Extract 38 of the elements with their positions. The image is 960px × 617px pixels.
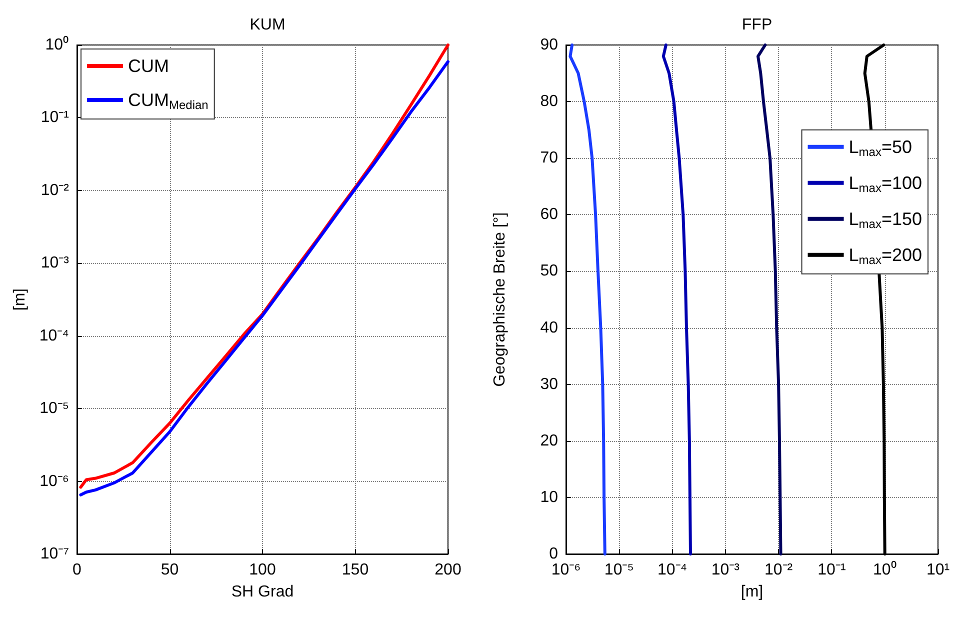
x-tick-label: 10⁻² [764, 562, 794, 578]
x-tick-label: 0 [72, 562, 82, 578]
y-tick-label: 10 [540, 488, 558, 506]
chart-title: KUM [250, 16, 286, 34]
y-axis-title: Geographische Breite [°] [492, 212, 508, 387]
y-tick-label: 80 [540, 93, 558, 110]
y-tick-label: 0 [549, 546, 558, 562]
y-tick-label: 60 [540, 206, 558, 224]
y-tick-label: 10⁻⁶ [40, 472, 69, 490]
x-axis-title: [m] [740, 584, 764, 600]
chart-title: FFP [742, 16, 772, 34]
x-tick-label: 150 [342, 562, 369, 578]
x-axis-title: SH Grad [231, 584, 294, 600]
y-tick-label: 90 [540, 36, 558, 54]
legend-label: CUM [128, 56, 169, 76]
y-tick-label: 10⁻¹ [40, 109, 69, 126]
y-tick-label: 30 [540, 376, 558, 393]
y-tick-label: 10⁻³ [40, 254, 70, 272]
x-tick-label: 10⁰ [872, 560, 897, 578]
x-tick-label: 10¹ [926, 562, 950, 578]
y-tick-label: 10⁻² [40, 182, 70, 199]
x-tick-label: 200 [434, 562, 462, 578]
y-tick-label: 70 [540, 150, 558, 167]
x-tick-label: 10⁻⁶ [551, 562, 581, 578]
x-tick-label: 10⁻³ [711, 562, 740, 578]
y-tick-label: 10⁻⁴ [39, 327, 70, 344]
x-tick-label: 100 [249, 562, 276, 578]
x-tick-label: 10⁻⁴ [657, 562, 688, 578]
y-tick-label: 50 [540, 262, 558, 280]
y-axis-title: [m] [12, 288, 28, 311]
y-tick-label: 40 [540, 319, 558, 336]
y-tick-label: 20 [540, 432, 558, 450]
x-tick-label: 10⁻⁵ [604, 562, 634, 578]
y-tick-label: 10⁻⁵ [40, 400, 69, 418]
x-tick-label: 10⁻¹ [818, 562, 846, 578]
x-tick-label: 50 [160, 562, 179, 578]
y-tick-label: 10⁰ [45, 36, 69, 54]
y-tick-label: 10⁻⁷ [40, 546, 70, 562]
